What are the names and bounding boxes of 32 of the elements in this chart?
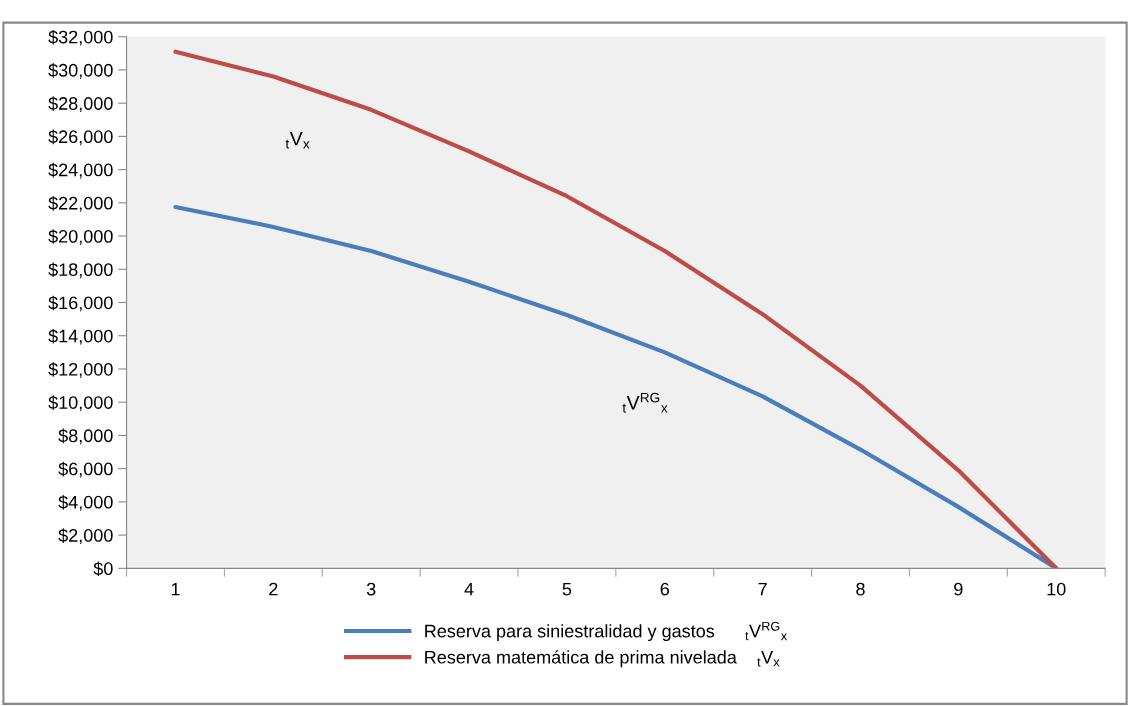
x-tick-label: 4 [464,582,474,596]
x-tick-label: 3 [366,582,376,596]
x-tick-label: 7 [758,582,767,596]
y-tick-label: $18,000 [48,262,113,279]
y-tick-label: $14,000 [48,328,113,345]
y-tick-label: $0 [93,561,113,577]
legend-label: Reserva matemática de prima nivelada $_{t}$V$_{x}$ [425,650,780,668]
y-tick-label: $30,000 [48,63,113,79]
y-tick-label: $8,000 [58,428,113,445]
y-tick-label: $28,000 [48,96,113,113]
y-tick-label: $22,000 [48,196,113,212]
line-series [173,49,1059,569]
y-tick-label: $26,000 [48,129,113,146]
y-tick-label: $20,000 [48,229,113,245]
y-tick-label: $10,000 [48,395,113,412]
x-tick-label: 9 [954,582,963,596]
x-tick-label: 10 [1047,582,1066,596]
x-tick-label: 8 [856,582,865,596]
annotation: $_{t}$V$_{x}$ [285,131,310,149]
x-tick-label: 5 [562,582,572,596]
annotation: $_{t}$V$^{RG}$$_{x}$ [622,392,668,413]
y-tick-label: $16,000 [48,295,113,312]
y-tick-label: $4,000 [58,495,113,511]
x-tick-label: 2 [269,582,278,596]
y-tick-label: $6,000 [58,461,113,478]
y-tick-label: $32,000 [48,29,113,46]
text: Reserva para siniestralidad y gastos $_{t}$V$^{RG}$$_{x}$ [425,621,788,642]
y-tick-label: $2,000 [58,528,113,544]
x-tick-label: 1 [171,582,180,596]
x-tick-label: 6 [660,582,670,596]
y-tick-label: $24,000 [48,162,113,179]
y-tick-label: $12,000 [48,362,113,378]
